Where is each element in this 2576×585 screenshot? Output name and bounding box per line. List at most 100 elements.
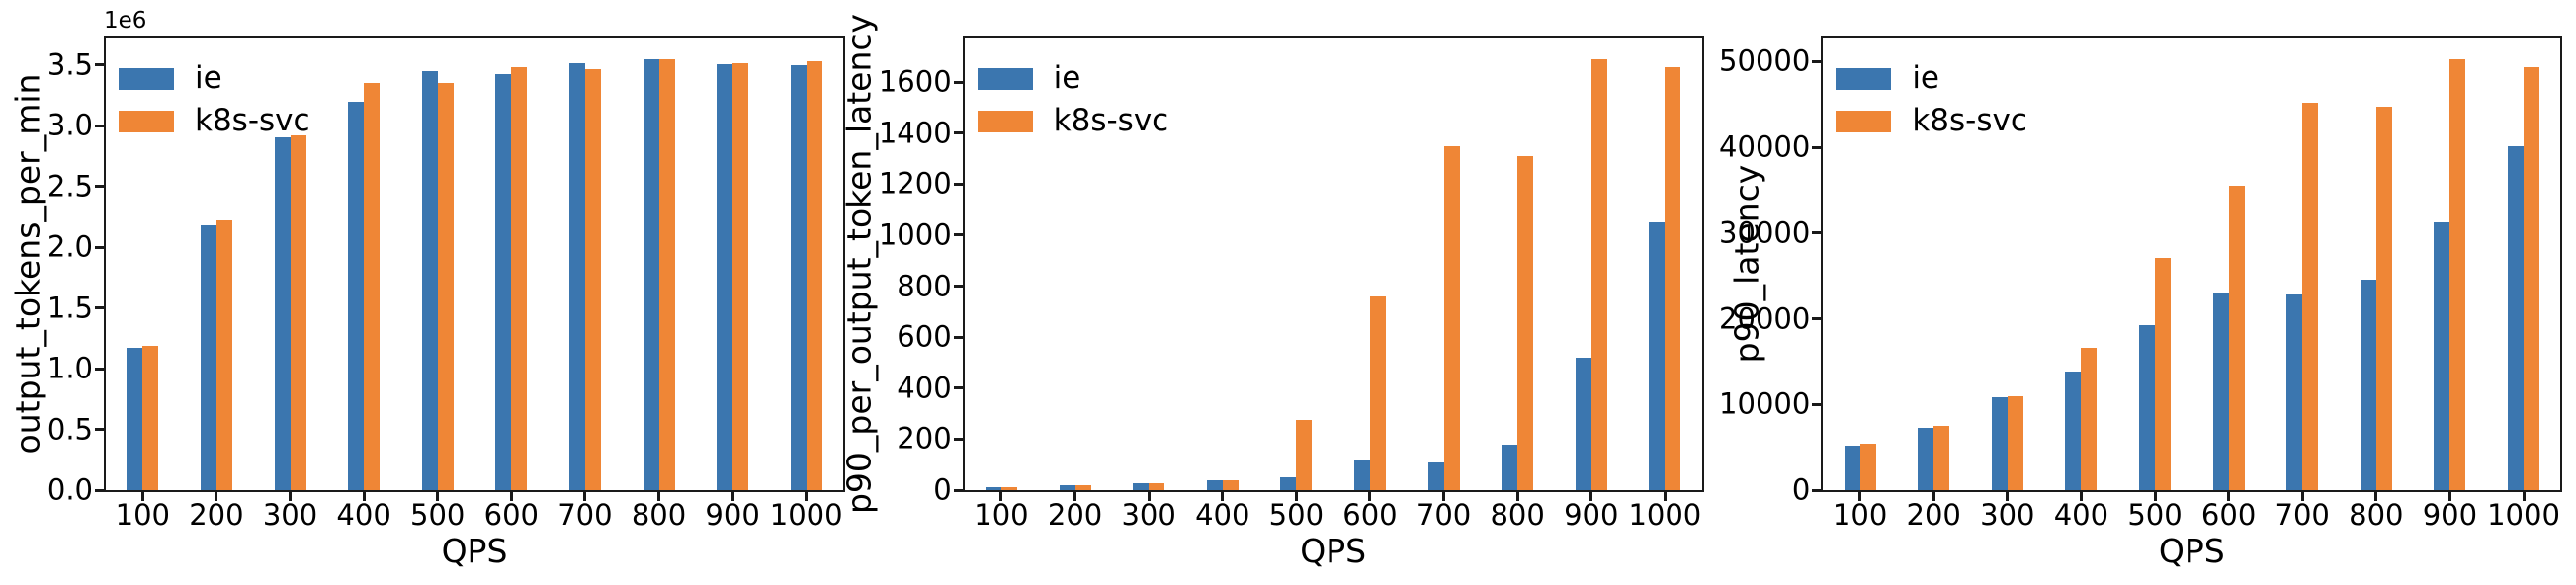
bar-k8s-svc-qps-1000 (806, 60, 822, 490)
x-tick-mark (140, 492, 144, 501)
x-tick-label: 900 (705, 498, 760, 532)
x-tick-mark (2079, 492, 2083, 501)
legend-entry-ie: ie (119, 57, 310, 100)
bar-k8s-svc-qps-600 (511, 67, 528, 490)
y-tick-mark (953, 80, 963, 84)
bar-ie-qps-700 (2286, 294, 2303, 490)
y-tick-label: 40000 (1719, 129, 1811, 164)
x-axis-label: QPS (1300, 532, 1367, 570)
x-tick-mark (657, 492, 660, 501)
x-tick-label: 800 (1490, 498, 1545, 532)
bar-ie-qps-300 (1991, 397, 2008, 490)
x-tick-label: 1000 (1628, 498, 1702, 532)
bar-k8s-svc-qps-400 (2081, 348, 2098, 490)
x-tick-label: 300 (262, 498, 318, 532)
bar-k8s-svc-qps-500 (1296, 420, 1313, 490)
x-tick-mark (2374, 492, 2378, 501)
bar-ie-qps-400 (1206, 480, 1223, 490)
x-tick-mark (2300, 492, 2304, 501)
chart-output-tokens-per-min: output_tokens_per_min 1e6 0.0 0.5 1.0 1.5 2.0 2… (0, 0, 859, 585)
bar-k8s-svc-qps-800 (658, 58, 675, 490)
legend-label-ie: ie (195, 60, 222, 96)
plot-area: 0 200 400 600 800 1000 1200 1400 1600 100 200 300 40… (879, 36, 1704, 531)
y-tick-mark (953, 335, 963, 339)
x-tick-mark (1073, 492, 1077, 501)
legend-label-k8s-svc: k8s-svc (1912, 103, 2027, 138)
y-axis-label: output_tokens_per_min (8, 73, 47, 455)
y-tick-mark (953, 285, 963, 289)
bar-k8s-svc-qps-800 (1517, 155, 1534, 490)
y-tick-label: 50000 (1719, 43, 1811, 78)
x-tick-mark (509, 492, 513, 501)
bar-k8s-svc-qps-600 (1369, 295, 1386, 490)
x-tick-mark (1515, 492, 1519, 501)
chart-p90-latency: p90_latency 0 10000 20000 30000 40000 50000 100… (1717, 0, 2576, 585)
x-tick-mark (583, 492, 587, 501)
x-tick-label: 1000 (2487, 498, 2560, 532)
x-tick-mark (805, 492, 809, 501)
x-tick-label: 400 (1195, 498, 1250, 532)
bar-ie-qps-1000 (1649, 222, 1666, 490)
plot-area: 1e6 0.0 0.5 1.0 1.5 2.0 2.5 3.0 3.5 100 200 300 400 5… (47, 10, 845, 531)
bar-ie-qps-900 (717, 64, 733, 490)
x-tick-mark (1858, 492, 1862, 501)
bar-ie-qps-200 (200, 225, 216, 490)
x-tick-label: 400 (336, 498, 391, 532)
bar-ie-qps-800 (2360, 279, 2376, 490)
bar-ie-qps-600 (1353, 460, 1370, 490)
bar-ie-qps-100 (1844, 445, 1860, 490)
bar-k8s-svc-qps-200 (1074, 485, 1091, 490)
x-tick-mark (2153, 492, 2157, 501)
y-tick-mark (1812, 231, 1822, 235)
y-axis-offset-text: 1e6 (104, 8, 147, 34)
x-tick-label: 200 (1906, 498, 1961, 532)
legend-entry-k8s-svc: k8s-svc (977, 100, 1169, 142)
bar-k8s-svc-qps-1000 (1665, 66, 1681, 490)
x-tick-label: 800 (631, 498, 687, 532)
y-tick-mark (95, 428, 104, 432)
x-tick-mark (2522, 492, 2526, 501)
y-tick-mark (1812, 402, 1822, 406)
bar-ie-qps-700 (568, 63, 585, 490)
x-tick-mark (1221, 492, 1225, 501)
x-tick-label: 1000 (769, 498, 843, 532)
legend: ie k8s-svc (977, 57, 1169, 142)
x-tick-label: 300 (1121, 498, 1176, 532)
x-tick-mark (1368, 492, 1372, 501)
legend-label-k8s-svc: k8s-svc (1053, 103, 1169, 138)
x-tick-mark (2006, 492, 2010, 501)
x-tick-label: 700 (1416, 498, 1472, 532)
legend-entry-ie: ie (977, 57, 1169, 100)
y-tick-mark (95, 63, 104, 67)
x-axis-label: QPS (441, 532, 508, 570)
plot-area: 0 10000 20000 30000 40000 50000 100 200 300 400 50… (1719, 36, 2563, 531)
bar-k8s-svc-qps-900 (1590, 58, 1607, 490)
x-tick-label: 900 (2422, 498, 2478, 532)
bar-ie-qps-700 (1427, 461, 1444, 490)
x-tick-mark (362, 492, 366, 501)
x-tick-mark (1663, 492, 1667, 501)
bar-ie-qps-500 (421, 71, 438, 490)
bar-ie-qps-900 (1575, 357, 1591, 490)
y-tick-mark (95, 245, 104, 249)
x-tick-mark (2447, 492, 2451, 501)
y-tick-label: 20000 (1719, 301, 1811, 335)
y-tick-label: 1200 (878, 166, 952, 201)
x-tick-mark (215, 492, 218, 501)
bar-ie-qps-400 (348, 101, 365, 490)
y-tick-label: 600 (897, 319, 952, 354)
legend-swatch-ie-icon (1836, 67, 1892, 90)
y-tick-label: 1.0 (46, 351, 93, 385)
chart-p90-per-output-token-latency: p90_per_output_token_latency 0 200 400 600 80… (839, 0, 1718, 585)
x-tick-mark (1589, 492, 1593, 501)
x-tick-label: 500 (2127, 498, 2183, 532)
y-tick-mark (95, 367, 104, 371)
bar-ie-qps-300 (1133, 482, 1150, 490)
x-tick-label: 400 (2053, 498, 2109, 532)
x-tick-mark (1442, 492, 1446, 501)
y-tick-label: 2.5 (46, 169, 93, 204)
y-tick-mark (95, 124, 104, 127)
bar-k8s-svc-qps-900 (2449, 58, 2466, 490)
y-tick-mark (953, 233, 963, 237)
